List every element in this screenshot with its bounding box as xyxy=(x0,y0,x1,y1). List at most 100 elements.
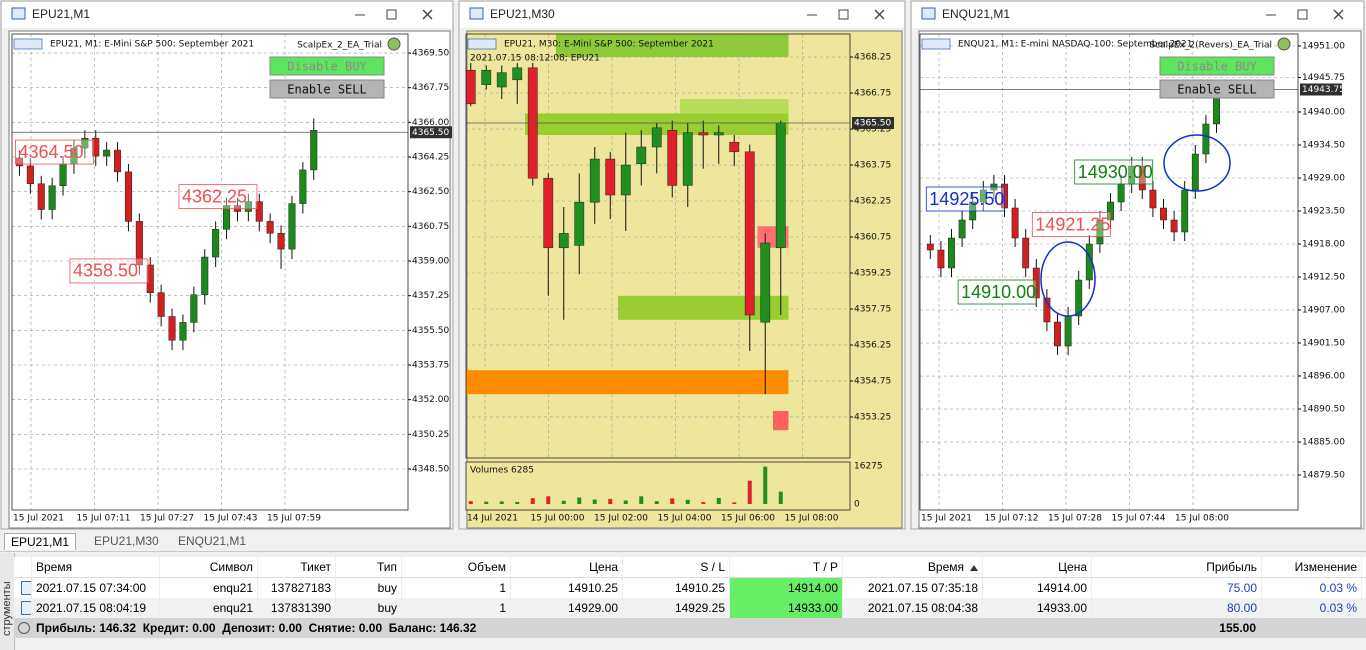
column-header[interactable]: Тикет xyxy=(258,557,336,577)
price-label: 4358.50 xyxy=(73,261,138,281)
close-button[interactable] xyxy=(874,9,885,20)
summary-row: Прибыль: 146.32 Кредит: 0.00 Депозит: 0.… xyxy=(14,618,1366,638)
column-header[interactable]: Символ xyxy=(160,557,258,577)
column-header[interactable]: Время xyxy=(843,557,983,577)
column-header[interactable]: Цена xyxy=(511,557,623,577)
table-cell: 2021.07.15 08:04:19 xyxy=(32,598,160,618)
title-bar xyxy=(912,2,1363,28)
button-face[interactable] xyxy=(1159,56,1275,76)
window-title: EPU21,M1 xyxy=(32,7,90,21)
table-cell: buy xyxy=(336,598,402,618)
column-header[interactable]: Объем xyxy=(402,557,511,577)
column-header[interactable]: T / P xyxy=(730,557,843,577)
price-label-box xyxy=(957,279,1037,305)
ea-button[interactable]: Disable BUY xyxy=(1159,56,1275,76)
button-face[interactable] xyxy=(1159,79,1275,99)
price-label: 14925.50 xyxy=(929,189,1004,209)
volume-bar xyxy=(499,501,504,504)
candle-body xyxy=(157,292,165,317)
candle-body xyxy=(589,158,600,203)
x-tick-label: 15 Jul 07:27 xyxy=(140,514,194,524)
volume-bar xyxy=(577,497,582,504)
candle-body xyxy=(651,127,662,148)
maximize-button[interactable] xyxy=(838,9,849,20)
y-tick-label: 4366.00 xyxy=(412,118,449,128)
ea-button[interactable]: Enable SELL xyxy=(269,79,385,99)
candle-body xyxy=(1170,219,1178,233)
table-cell: 137827183 xyxy=(258,578,336,598)
column-header[interactable]: Тип xyxy=(336,557,402,577)
volume-tick-label: 0 xyxy=(854,500,860,510)
button-label: Enable SELL xyxy=(287,83,366,97)
y-tick-label: 4364.25 xyxy=(412,153,449,163)
x-tick-label: 15 Jul 2021 xyxy=(921,514,972,524)
close-button[interactable] xyxy=(422,9,433,20)
candle-body xyxy=(481,69,492,85)
button-face[interactable] xyxy=(269,79,385,99)
maximize-button[interactable] xyxy=(386,9,397,20)
candle-body xyxy=(1191,153,1199,191)
button-face[interactable] xyxy=(269,56,385,76)
volume-bar xyxy=(468,501,473,504)
column-header[interactable]: Время xyxy=(32,557,160,577)
chart-area xyxy=(918,30,1362,529)
candle-body xyxy=(937,249,945,269)
column-header[interactable]: Изменение xyxy=(1262,557,1362,577)
window-icon xyxy=(921,7,936,20)
chart-window: ENQU21,M1 14925.50 14930.00 14921.25 14910.0… xyxy=(910,0,1365,530)
price-label-box xyxy=(1031,212,1111,237)
y-tick-label: 4348.50 xyxy=(412,464,449,474)
button-label: Disable BUY xyxy=(287,60,367,74)
table-cell: 0.03 % xyxy=(1262,598,1362,618)
window-title: ENQU21,M1 xyxy=(942,7,1010,21)
y-tick-label: 4357.75 xyxy=(854,304,891,314)
expert-name: ScalpEx_2(Revers)_EA_Trial xyxy=(1149,41,1272,51)
ea-button[interactable]: Disable BUY xyxy=(269,56,385,76)
y-tick-label: 14879.50 xyxy=(1302,471,1345,481)
table-cell: 2021.07.15 07:35:18 xyxy=(843,578,983,598)
price-label-box xyxy=(925,186,1005,212)
candle-body xyxy=(1011,207,1019,239)
y-tick-label: 4362.50 xyxy=(412,187,449,197)
chart-tab[interactable]: EPU21,M30 xyxy=(94,534,159,548)
close-button[interactable] xyxy=(1333,9,1344,20)
current-price-label: 4365.50 xyxy=(854,119,891,129)
summary-icon xyxy=(18,622,30,634)
chart-tab[interactable]: ENQU21,M1 xyxy=(178,534,247,548)
window-icon xyxy=(469,7,484,20)
ea-button[interactable]: Enable SELL xyxy=(1159,79,1275,99)
chart-tabs: EPU21,M1 EPU21,M30 ENQU21,M1 xyxy=(0,531,1366,552)
chart-tab[interactable]: EPU21,M1 xyxy=(4,533,77,550)
y-tick-label: 14934.50 xyxy=(1302,141,1345,151)
y-tick-label: 4363.75 xyxy=(854,161,891,171)
chart-icon xyxy=(467,38,497,50)
candle-body xyxy=(135,221,143,266)
candle-body xyxy=(729,141,740,153)
candle-body xyxy=(979,189,987,203)
column-header[interactable]: Прибыль xyxy=(1092,557,1262,577)
y-tick-label: 4360.75 xyxy=(854,233,891,243)
side-tab[interactable]: струменты xyxy=(0,553,15,650)
y-tick-label: 4353.25 xyxy=(854,412,891,422)
candle-body xyxy=(1202,123,1210,155)
price-label: 4364.50 xyxy=(18,142,83,162)
side-tab-label: струменты xyxy=(1,581,13,636)
candle-body xyxy=(59,163,67,186)
y-tick-label: 4368.25 xyxy=(854,53,891,63)
chart-header: ENQU21, M1: E-mini NASDAQ-100: September… xyxy=(958,40,1192,50)
volume-frame xyxy=(465,461,851,511)
candle-body xyxy=(277,233,285,250)
maximize-button[interactable] xyxy=(1297,9,1308,20)
table-cell: 14910.25 xyxy=(511,578,623,598)
table-cell: 14933.00 xyxy=(983,598,1092,618)
candle-body xyxy=(775,122,786,249)
column-header[interactable]: S / L xyxy=(623,557,730,577)
column-header[interactable]: Цена xyxy=(983,557,1092,577)
candle-body xyxy=(223,205,231,230)
y-tick-label: 4359.25 xyxy=(854,268,891,278)
price-label-box xyxy=(178,184,258,210)
current-price-label: 14943.75 xyxy=(1302,85,1345,95)
table-cell: buy xyxy=(336,578,402,598)
